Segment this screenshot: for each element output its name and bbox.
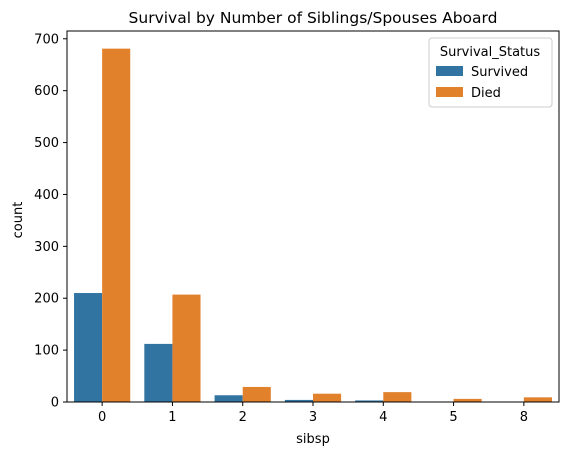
legend-swatch-died — [436, 87, 463, 97]
bar-died-8 — [523, 397, 552, 402]
bar-died-3 — [313, 393, 342, 402]
y-axis-label: count — [11, 202, 26, 239]
legend-label-died: Died — [471, 86, 501, 101]
bars-group — [74, 48, 552, 402]
bar-survived-2 — [214, 395, 243, 402]
x-tick-label: 8 — [520, 410, 528, 425]
x-tick-label: 5 — [449, 410, 457, 425]
y-tick-label: 600 — [34, 84, 59, 99]
y-tick-label: 500 — [34, 136, 59, 151]
y-axis: 0 100 200 300 400 500 600 700 — [34, 32, 67, 411]
bar-died-0 — [102, 48, 131, 402]
x-tick-label: 2 — [239, 410, 247, 425]
bar-died-2 — [242, 386, 271, 402]
plot-frame — [66, 30, 560, 403]
legend-label-survived: Survived — [471, 65, 528, 80]
y-tick-label: 200 — [34, 292, 59, 307]
x-axis: 0 1 2 3 4 5 8 — [98, 402, 528, 425]
bar-died-1 — [172, 294, 201, 402]
y-tick-label: 100 — [34, 344, 59, 359]
x-tick-label: 1 — [168, 410, 176, 425]
y-tick-label: 300 — [34, 240, 59, 255]
bar-survived-4 — [355, 400, 384, 402]
y-tick-label: 700 — [34, 32, 59, 47]
bar-died-5 — [453, 398, 482, 402]
bar-survived-0 — [74, 293, 103, 402]
legend-swatch-survived — [436, 66, 463, 76]
x-tick-label: 4 — [379, 410, 387, 425]
legend-title: Survival_Status — [440, 45, 541, 60]
x-tick-label: 0 — [98, 410, 106, 425]
y-tick-label: 400 — [34, 188, 59, 203]
bar-survived-3 — [284, 399, 313, 402]
x-tick-label: 3 — [309, 410, 317, 425]
y-tick-label: 0 — [51, 396, 59, 411]
bar-died-4 — [383, 392, 412, 402]
x-axis-label: sibsp — [296, 432, 330, 447]
bar-survived-1 — [144, 343, 173, 402]
chart-title: Survival by Number of Siblings/Spouses A… — [129, 9, 498, 27]
legend: Survival_Status Survived Died — [428, 37, 553, 108]
